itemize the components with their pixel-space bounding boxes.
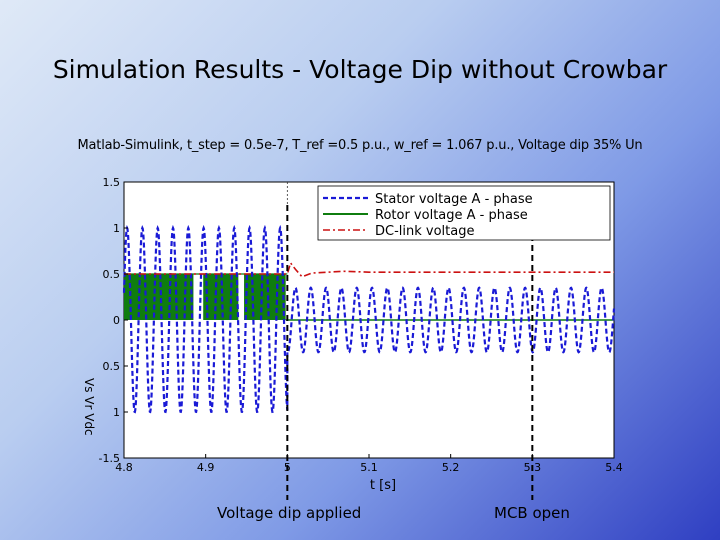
y-tick-label: 1	[113, 222, 120, 235]
y-tick-label: 0.5	[103, 268, 121, 281]
x-tick-label: 4.8	[115, 461, 133, 474]
dc-link-voltage-line	[124, 261, 614, 278]
legend-rotor-voltage-label: Rotor voltage A - phase	[375, 208, 528, 223]
axes-labels: 1.5 1 0.5 0 0.5 1 -1.54.8 4.9 5 5.1 5.2 5.3 5.4 t [s]…	[82, 176, 623, 493]
stator-voltage-line	[122, 224, 616, 414]
rotor-voltage-band-3	[244, 274, 286, 320]
annotation-voltage-dip: Voltage dip applied	[217, 504, 362, 522]
annotation-mcb-open: MCB open	[494, 504, 570, 522]
y-tick-label: 1	[113, 406, 120, 419]
x-tick-label: 5.2	[442, 461, 460, 474]
legend-dc-link-voltage-label: DC-link voltage	[375, 224, 474, 239]
x-tick-label: 5.1	[360, 461, 378, 474]
x-tick-label: 5.4	[605, 461, 623, 474]
y-axis-label: Vs Vr Vdc	[82, 378, 96, 436]
x-tick-label: 4.9	[197, 461, 215, 474]
legend-stator-voltage-label: Stator voltage A - phase	[375, 192, 533, 207]
x-axis-label: t [s]	[370, 478, 396, 493]
plot-content	[122, 182, 616, 500]
x-tick-label: 5	[284, 461, 291, 474]
slide-subtitle: Matlab-Simulink, t_step = 0.5e-7, T_ref …	[77, 138, 643, 153]
y-tick-label: 1.5	[103, 176, 121, 189]
y-tick-label: 0	[113, 314, 120, 327]
x-tick-label: 5.3	[524, 461, 542, 474]
y-tick-label: -1.5	[99, 452, 120, 465]
slide-title: Simulation Results - Voltage Dip without…	[52, 55, 668, 84]
rotor-voltage-band-1	[124, 274, 194, 320]
y-tick-label: 0.5	[103, 360, 121, 373]
